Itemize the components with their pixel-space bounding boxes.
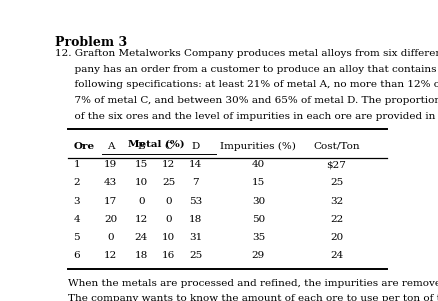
Text: 12: 12 (134, 215, 148, 224)
Text: 18: 18 (134, 251, 148, 260)
Text: 10: 10 (134, 178, 148, 188)
Text: Cost/Ton: Cost/Ton (313, 142, 360, 151)
Text: 24: 24 (330, 251, 343, 260)
Text: 18: 18 (189, 215, 202, 224)
Text: A: A (107, 142, 114, 151)
Text: 53: 53 (189, 197, 202, 206)
Text: C: C (164, 142, 173, 151)
Text: Problem 3: Problem 3 (55, 36, 127, 49)
Text: $27: $27 (327, 160, 346, 169)
Text: 2: 2 (74, 178, 80, 188)
Text: 7: 7 (192, 178, 199, 188)
Text: 32: 32 (330, 197, 343, 206)
Text: 7% of metal C, and between 30% and 65% of metal D. The proportion of the four me: 7% of metal C, and between 30% and 65% o… (55, 96, 438, 105)
Text: 20: 20 (330, 233, 343, 242)
Text: 3: 3 (74, 197, 80, 206)
Text: 14: 14 (189, 160, 202, 169)
Text: 12: 12 (162, 160, 175, 169)
Text: 29: 29 (252, 251, 265, 260)
Text: 10: 10 (162, 233, 175, 242)
Text: 1: 1 (74, 160, 80, 169)
Text: Ore: Ore (74, 142, 95, 151)
Text: 17: 17 (104, 197, 117, 206)
Text: 25: 25 (330, 178, 343, 188)
Text: of the six ores and the level of impurities in each ore are provided in the foll: of the six ores and the level of impurit… (55, 112, 438, 121)
Text: Metal (%): Metal (%) (128, 140, 185, 149)
Text: 25: 25 (162, 178, 175, 188)
Text: 0: 0 (165, 215, 172, 224)
Text: 6: 6 (74, 251, 80, 260)
Text: 25: 25 (189, 251, 202, 260)
Text: 12. Grafton Metalworks Company produces metal alloys from six different ores it : 12. Grafton Metalworks Company produces … (55, 49, 438, 58)
Text: 31: 31 (189, 233, 202, 242)
Text: 4: 4 (74, 215, 80, 224)
Text: 0: 0 (107, 233, 114, 242)
Text: 22: 22 (330, 215, 343, 224)
Text: 24: 24 (134, 233, 148, 242)
Text: 15: 15 (134, 160, 148, 169)
Text: pany has an order from a customer to produce an alloy that contains four metals : pany has an order from a customer to pro… (55, 65, 438, 74)
Text: Impurities (%): Impurities (%) (220, 142, 297, 151)
Text: 16: 16 (162, 251, 175, 260)
Text: 50: 50 (252, 215, 265, 224)
Text: 20: 20 (104, 215, 117, 224)
Text: 12: 12 (104, 251, 117, 260)
Text: 43: 43 (104, 178, 117, 188)
Text: 0: 0 (138, 197, 145, 206)
Text: The company wants to know the amount of each ore to use per ton of the alloy tha: The company wants to know the amount of … (68, 294, 438, 301)
Text: 30: 30 (252, 197, 265, 206)
Text: 0: 0 (165, 197, 172, 206)
Text: 40: 40 (252, 160, 265, 169)
Text: 15: 15 (252, 178, 265, 188)
Text: B: B (138, 142, 145, 151)
Text: 5: 5 (74, 233, 80, 242)
Text: 35: 35 (252, 233, 265, 242)
Text: When the metals are processed and refined, the impurities are removed.: When the metals are processed and refine… (68, 279, 438, 288)
Text: following specifications: at least 21% of metal A, no more than 12% of metal B, : following specifications: at least 21% o… (55, 80, 438, 89)
Text: 19: 19 (104, 160, 117, 169)
Text: D: D (191, 142, 200, 151)
